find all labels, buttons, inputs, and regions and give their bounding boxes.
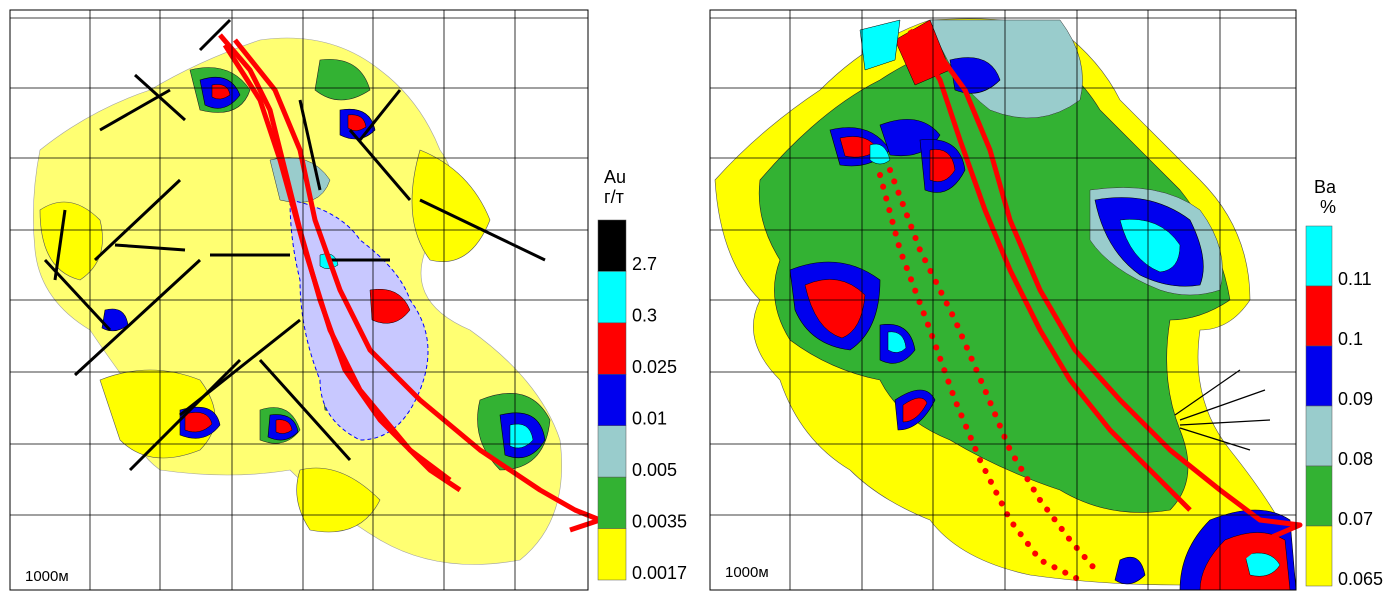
- legend-swatch: [598, 374, 626, 425]
- legend-swatch: [1306, 346, 1332, 406]
- map-figure: 1000м: [0, 0, 1391, 600]
- legend-label: 0.3: [632, 306, 657, 326]
- legend-label: 0.01: [632, 408, 667, 428]
- legend-swatch: [598, 529, 626, 580]
- legend-unit: %: [1320, 197, 1336, 217]
- au-map: 1000м: [10, 10, 600, 590]
- page: 1000м: [0, 0, 1391, 600]
- legend-swatch: [1306, 226, 1332, 286]
- legend-swatch: [598, 271, 626, 322]
- legend-swatch: [1306, 466, 1332, 526]
- legend-swatch: [1306, 406, 1332, 466]
- legend-swatch: [1306, 286, 1332, 346]
- legend-swatch: [598, 323, 626, 374]
- legend-label: 0.0017: [632, 563, 687, 583]
- legend-label: 0.07: [1338, 509, 1373, 529]
- legend-unit: г/т: [604, 187, 624, 207]
- legend-swatch: [598, 477, 626, 528]
- legend-label: 0.065: [1338, 569, 1383, 589]
- legend-label: 0.1: [1338, 329, 1363, 349]
- legend-swatch: [598, 426, 626, 477]
- legend-title: Au: [604, 167, 626, 187]
- legend-label: 0.005: [632, 460, 677, 480]
- legend-label: 0.0035: [632, 511, 687, 531]
- legend-label: 0.025: [632, 357, 677, 377]
- scale-label: 1000м: [725, 564, 769, 581]
- legend-swatch: [598, 220, 626, 271]
- legend-label: 2.7: [632, 254, 657, 274]
- legend-label: 0.08: [1338, 449, 1373, 469]
- ba-map: 1000м: [710, 10, 1300, 590]
- scale-label: 1000м: [25, 568, 69, 585]
- legend-title: Ba: [1314, 177, 1337, 197]
- legend-label: 0.11: [1338, 269, 1372, 289]
- legend-label: 0.09: [1338, 389, 1373, 409]
- legend-swatch: [1306, 526, 1332, 586]
